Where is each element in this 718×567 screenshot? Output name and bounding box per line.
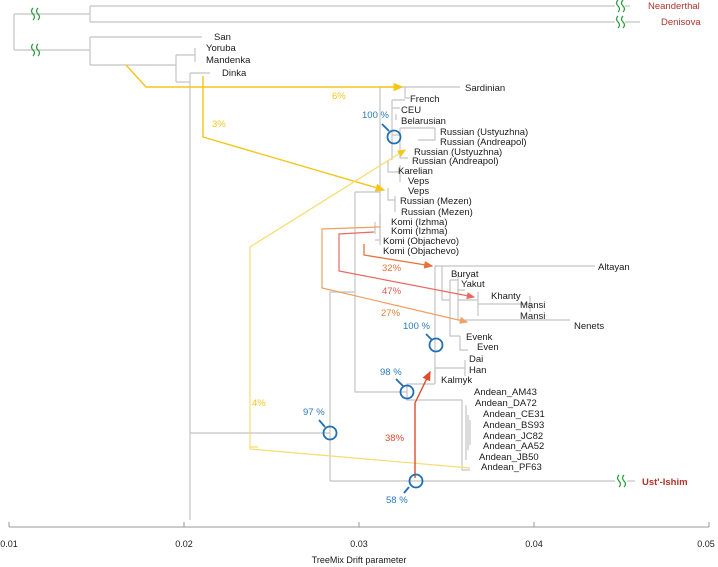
leaf-andean-da72: Andean_DA72: [475, 398, 537, 409]
bootstrap-marker-siberian: [425, 333, 444, 353]
european-branches: [374, 87, 436, 241]
leaf-komi-objachevo-1: Komi (Objachevo): [383, 236, 459, 247]
leaf-andean-bs93: Andean_BS93: [483, 420, 544, 431]
leaf-khanty: Khanty: [491, 291, 521, 302]
leaf-dai: Dai: [469, 354, 483, 365]
leaf-komi-izhma-1: Komi (Izhma): [391, 217, 447, 228]
x-tick-1: 0.02: [175, 539, 193, 549]
leaf-veps-1: Veps: [408, 176, 429, 187]
migration-edge-38pct: [414, 370, 431, 478]
break-mark-modern-root: [30, 43, 41, 57]
leaf-mansi-2: Mansi: [520, 311, 545, 322]
bootstrap-label-european: 100 %: [362, 110, 389, 121]
leaf-nenets: Nenets: [574, 321, 604, 332]
migration-label-3pct: 3%: [212, 119, 226, 130]
non-african-branches: [190, 86, 615, 482]
leaf-andean-jb50: Andean_JB50: [479, 452, 539, 463]
leaf-even: Even: [477, 342, 499, 353]
leaf-buryat: Buryat: [451, 269, 479, 280]
leaf-neanderthal: Neanderthal: [648, 1, 700, 12]
x-axis-label: TreeMix Drift parameter: [312, 555, 407, 565]
migration-edge-6pct: [125, 64, 404, 92]
leaf-komi-izhma-2: Komi (Izhma): [391, 226, 447, 237]
migration-label-32pct: 32%: [382, 263, 402, 274]
african-branches: [89, 36, 210, 520]
migration-label-38pct: 38%: [385, 433, 405, 444]
bootstrap-marker-eastasian: [395, 378, 415, 400]
leaf-kalmyk: Kalmyk: [441, 375, 472, 386]
leaf-russian-mezen-1: Russian (Mezen): [400, 196, 472, 207]
leaf-andean-aa52: Andean_AA52: [483, 441, 544, 452]
leaf-russian-andreapol-2: Russian (Andreapol): [412, 156, 499, 167]
bootstrap-label-eastasian: 98 %: [380, 367, 402, 378]
x-tick-2: 0.03: [350, 539, 368, 549]
leaf-french: French: [410, 94, 440, 105]
x-tick-0: 0.01: [0, 539, 18, 549]
bootstrap-label-ust-ishim: 58 %: [386, 495, 408, 506]
migration-edge-32pct: [363, 244, 434, 269]
leaf-altayan: Altayan: [598, 262, 630, 273]
leaf-yoruba: Yoruba: [206, 43, 236, 54]
leaf-karelian: Karelian: [398, 166, 433, 177]
asian-branches: [406, 265, 595, 471]
migration-label-47pct: 47%: [382, 286, 402, 297]
leaf-sardinian: Sardinian: [465, 83, 505, 94]
x-tick-4: 0.05: [697, 539, 715, 549]
leaf-ust-ishim: Ust'-Ishim: [642, 477, 688, 488]
leaf-mandenka: Mandenka: [206, 55, 251, 66]
x-tick-3: 0.04: [525, 539, 543, 549]
bootstrap-label-nonafrican: 97 %: [303, 407, 325, 418]
break-mark-ust-ishim: [616, 474, 627, 488]
migration-label-27pct: 27%: [381, 308, 401, 319]
migration-edge-4pct: [249, 149, 407, 448]
leaf-evenk: Evenk: [466, 332, 493, 343]
archaic-branches: [13, 5, 640, 51]
break-mark-neanderthal: [615, 0, 626, 13]
migration-edge-47pct: [338, 231, 476, 300]
leaf-veps-2: Veps: [408, 186, 429, 197]
leaf-san: San: [214, 32, 231, 43]
leaf-belarusian: Belarusian: [401, 116, 446, 127]
leaf-andean-jc82: Andean_JC82: [483, 431, 543, 442]
migration-label-6pct: 6%: [332, 91, 346, 102]
leaf-russian-ustyuzhna-1: Russian (Ustyuzhna): [440, 127, 528, 138]
leaf-denisova: Denisova: [661, 17, 701, 28]
x-axis: [8, 522, 710, 528]
leaf-mansi-1: Mansi: [520, 300, 545, 311]
migration-edge-3pct: [202, 76, 386, 192]
leaf-russian-andreapol-1: Russian (Andreapol): [440, 137, 527, 148]
leaf-russian-ustyuzhna-2: Russian (Ustyuzhna): [414, 147, 502, 158]
leaf-andean-pf63: Andean_PF63: [481, 462, 542, 473]
leaf-komi-objachevo-2: Komi (Objachevo): [383, 246, 459, 257]
leaf-yakut: Yakut: [461, 279, 485, 290]
migration-edge-4pct-tail: [249, 447, 471, 469]
leaf-andean-am43: Andean_AM43: [474, 387, 537, 398]
bootstrap-marker-nonafrican: [318, 419, 338, 441]
leaf-ceu: CEU: [401, 105, 421, 116]
leaf-andean-ce31: Andean_CE31: [483, 409, 545, 420]
break-mark-neanderthal-root: [30, 7, 41, 21]
migration-edge-27pct: [321, 226, 469, 324]
leaf-russian-mezen-2: Russian (Mezen): [401, 207, 473, 218]
bootstrap-marker-european: [381, 123, 402, 145]
leaf-dinka: Dinka: [222, 68, 247, 79]
migration-label-4pct: 4%: [252, 398, 266, 409]
break-mark-denisova: [615, 15, 626, 29]
leaf-han: Han: [469, 365, 486, 376]
bootstrap-marker-ust-ishim: [403, 473, 424, 494]
bootstrap-label-siberian: 100 %: [403, 321, 430, 332]
